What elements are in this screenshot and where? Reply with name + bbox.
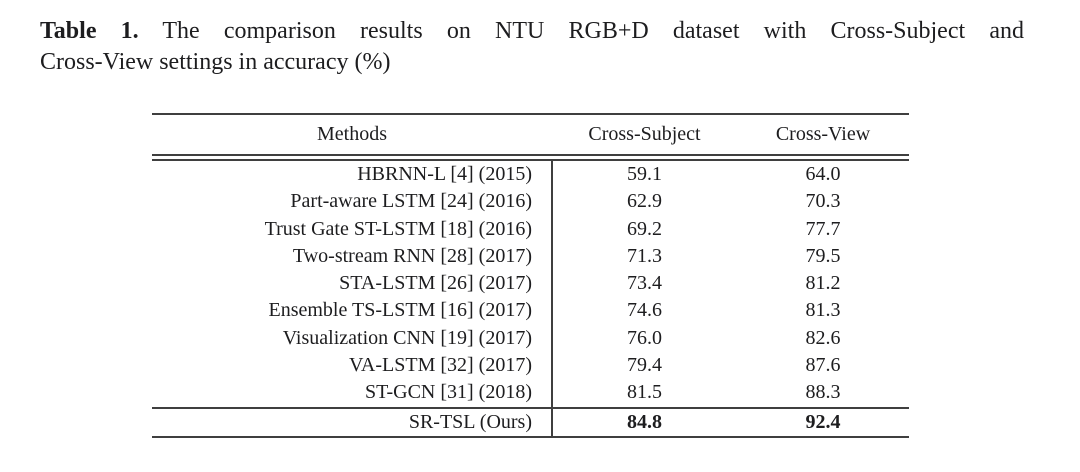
table-header-row: Methods Cross-Subject Cross-View	[152, 115, 909, 154]
cross-view-cell: 81.2	[805, 272, 841, 295]
cross-view-cell: 79.5	[805, 244, 841, 267]
cross-view-cell: 88.3	[805, 381, 841, 404]
column-header-cross-subject: Cross-Subject	[588, 123, 701, 145]
table-bottom-rule	[152, 435, 909, 438]
cross-subject-cell: 62.9	[627, 190, 662, 213]
cross-view-cell: 82.6	[805, 326, 841, 349]
column-header-methods: Methods	[317, 123, 387, 145]
cross-subject-cell: 74.6	[627, 299, 662, 322]
method-cell: HBRNN-L [4] (2015)	[357, 163, 532, 185]
method-cell: Visualization CNN [19] (2017)	[282, 326, 532, 349]
table-row: ST-GCN [31] (2018) 81.5 88.3	[152, 379, 909, 406]
cross-subject-cell: 69.2	[627, 217, 662, 240]
cross-view-cell: 81.3	[805, 299, 841, 322]
table-body: HBRNN-L [4] (2015) 59.1 64.0 Part-aware …	[152, 161, 909, 436]
table-row: Ensemble TS-LSTM [16] (2017) 74.6 81.3	[152, 297, 909, 324]
caption-text-line2: Cross-View settings in accuracy (%)	[40, 49, 391, 75]
cross-view-cell: 87.6	[805, 354, 841, 377]
method-cell-ours: SR-TSL (Ours)	[408, 410, 532, 433]
cross-subject-cell-ours: 84.8	[627, 410, 662, 433]
caption-label: Table 1.	[40, 18, 139, 44]
pre-final-rule	[152, 406, 909, 409]
method-cell: Part-aware LSTM [24] (2016)	[290, 190, 532, 213]
method-cell: Trust Gate ST-LSTM [18] (2016)	[264, 217, 532, 240]
header-double-rule-bottom	[152, 159, 909, 161]
table-row: STA-LSTM [26] (2017) 73.4 81.2	[152, 270, 909, 297]
table-caption: Table 1. The comparison results on NTU R…	[40, 16, 1024, 78]
cross-view-cell: 77.7	[805, 217, 841, 240]
method-cell: Two-stream RNN [28] (2017)	[292, 244, 532, 267]
table-top-rule	[152, 113, 909, 115]
caption-text-line1: The comparison results on NTU RGB+D data…	[162, 18, 1024, 44]
caption-line-1: Table 1. The comparison results on NTU R…	[40, 16, 1024, 47]
cross-subject-cell: 79.4	[627, 354, 662, 377]
cross-view-cell-ours: 92.4	[805, 410, 841, 433]
cross-view-cell: 64.0	[805, 163, 841, 185]
method-cell: VA-LSTM [32] (2017)	[349, 354, 532, 377]
cross-subject-cell: 81.5	[627, 381, 662, 404]
table-row: Visualization CNN [19] (2017) 76.0 82.6	[152, 325, 909, 352]
method-cell: Ensemble TS-LSTM [16] (2017)	[268, 299, 533, 322]
table-row: Trust Gate ST-LSTM [18] (2016) 69.2 77.7	[152, 216, 909, 243]
table-row: Part-aware LSTM [24] (2016) 62.9 70.3	[152, 188, 909, 215]
method-cell: STA-LSTM [26] (2017)	[339, 272, 532, 295]
cross-subject-cell: 73.4	[627, 272, 662, 295]
column-header-cross-view: Cross-View	[775, 123, 871, 145]
table-row: HBRNN-L [4] (2015) 59.1 64.0	[152, 161, 909, 188]
cross-view-cell: 70.3	[805, 190, 841, 213]
results-table: Methods Cross-Subject Cross-View HBRNN-L…	[152, 113, 909, 438]
cross-subject-cell: 71.3	[627, 244, 662, 267]
table-row: VA-LSTM [32] (2017) 79.4 87.6	[152, 352, 909, 379]
cross-subject-cell: 59.1	[627, 163, 662, 185]
final-results-row: SR-TSL (Ours) 84.8 92.4	[152, 409, 909, 436]
cross-subject-cell: 76.0	[627, 326, 662, 349]
table-row: Two-stream RNN [28] (2017) 71.3 79.5	[152, 243, 909, 270]
method-cell: ST-GCN [31] (2018)	[364, 381, 532, 404]
header-double-rule-top	[152, 154, 909, 156]
column-divider-line	[551, 161, 553, 436]
